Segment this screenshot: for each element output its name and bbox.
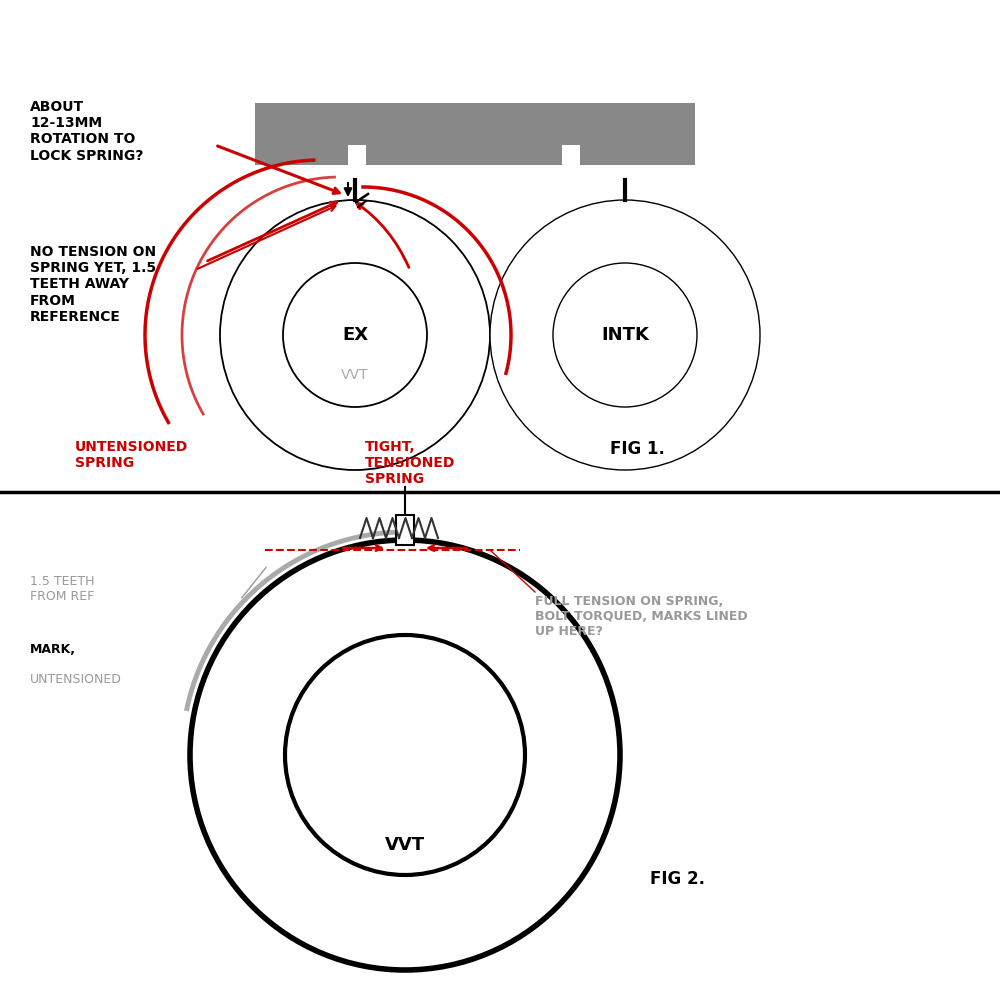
Text: EX: EX: [342, 326, 368, 344]
Text: ABOUT
12-13MM
ROTATION TO
LOCK SPRING?: ABOUT 12-13MM ROTATION TO LOCK SPRING?: [30, 100, 143, 163]
Text: FIG 1.: FIG 1.: [610, 440, 665, 458]
Text: VVT: VVT: [385, 836, 425, 854]
Text: FIG 2.: FIG 2.: [650, 870, 705, 888]
Text: VVT: VVT: [341, 368, 369, 382]
Text: FULL TENSION ON SPRING,
BOLT TORQUED, MARKS LINED
UP HERE?: FULL TENSION ON SPRING, BOLT TORQUED, MA…: [535, 595, 748, 638]
Circle shape: [190, 540, 620, 970]
Text: UNTENSIONED: UNTENSIONED: [30, 673, 122, 686]
Circle shape: [285, 635, 525, 875]
Bar: [562, 145, 580, 165]
Text: TIGHT,
TENSIONED
SPRING: TIGHT, TENSIONED SPRING: [365, 440, 455, 486]
Text: 1.5 TEETH
FROM REF: 1.5 TEETH FROM REF: [30, 575, 94, 603]
Text: NO TENSION ON
SPRING YET, 1.5
TEETH AWAY
FROM
REFERENCE: NO TENSION ON SPRING YET, 1.5 TEETH AWAY…: [30, 245, 156, 324]
Bar: [255, 103, 695, 165]
Text: INTK: INTK: [601, 326, 649, 344]
Circle shape: [553, 263, 697, 407]
Text: MARK,: MARK,: [30, 643, 76, 656]
Circle shape: [490, 200, 760, 470]
Text: UNTENSIONED
SPRING: UNTENSIONED SPRING: [75, 440, 188, 470]
Circle shape: [283, 263, 427, 407]
Bar: [348, 145, 366, 165]
Circle shape: [220, 200, 490, 470]
Bar: [396, 515, 414, 545]
